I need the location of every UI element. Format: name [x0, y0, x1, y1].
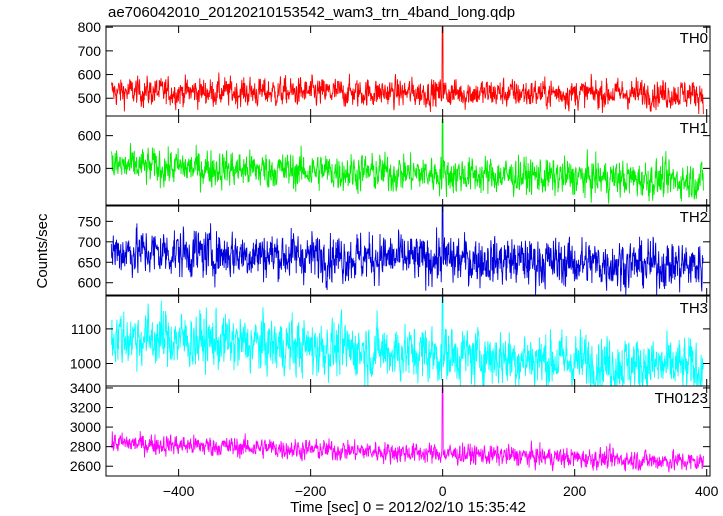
- panel-label-th1: TH1: [680, 120, 708, 137]
- ytick-label-th2: 600: [78, 275, 102, 291]
- ytick-label-th2: 700: [78, 234, 102, 250]
- ytick-label-th1: 500: [78, 160, 102, 176]
- ytick-label-th3: 1000: [70, 356, 101, 372]
- panel-label-th3: TH3: [680, 300, 708, 317]
- xtick-label: −200: [295, 483, 327, 499]
- panel-frame: [105, 25, 711, 117]
- ytick-label-th0123: 3400: [70, 380, 101, 396]
- panel-label-th2: TH2: [680, 209, 708, 226]
- xtick-label: 200: [563, 483, 587, 499]
- ytick-label-th0123: 2800: [70, 439, 101, 455]
- panel-label-th0123: TH0123: [655, 390, 708, 407]
- ytick-label-th0: 800: [78, 19, 102, 35]
- ytick-label-th0123: 3200: [70, 400, 101, 416]
- panel-frame: [105, 385, 711, 477]
- ytick-label-th0123: 3000: [70, 419, 101, 435]
- x-axis-label: Time [sec] 0 = 2012/02/10 15:35:42: [290, 499, 526, 516]
- panel-label-th0: TH0: [680, 30, 708, 47]
- lightcurve-th3: [111, 295, 704, 388]
- xtick-label: 0: [439, 483, 447, 499]
- ytick-label-th0123: 2600: [70, 458, 101, 474]
- y-axis-label: Counts/sec: [34, 213, 51, 289]
- ytick-label-th0: 700: [78, 43, 102, 59]
- xtick-label: −400: [163, 483, 195, 499]
- ytick-label-th3: 1100: [71, 321, 101, 337]
- ytick-label-th1: 600: [78, 128, 102, 144]
- xtick-label: 400: [695, 483, 719, 499]
- lightcurve-th1: [110, 118, 704, 204]
- panel-frame: [105, 204, 711, 296]
- lightcurve-th0123: [110, 387, 704, 473]
- ytick-label-th0: 600: [78, 67, 102, 83]
- ytick-label-th2: 750: [78, 213, 102, 229]
- ytick-label-th0: 500: [78, 90, 102, 106]
- chart-title: ae706042010_20120210153542_wam3_trn_4ban…: [108, 4, 516, 21]
- lightcurve-th2: [110, 204, 704, 296]
- panel-frame: [105, 115, 711, 207]
- ytick-label-th2: 650: [78, 254, 102, 270]
- lightcurve-th0: [110, 26, 704, 115]
